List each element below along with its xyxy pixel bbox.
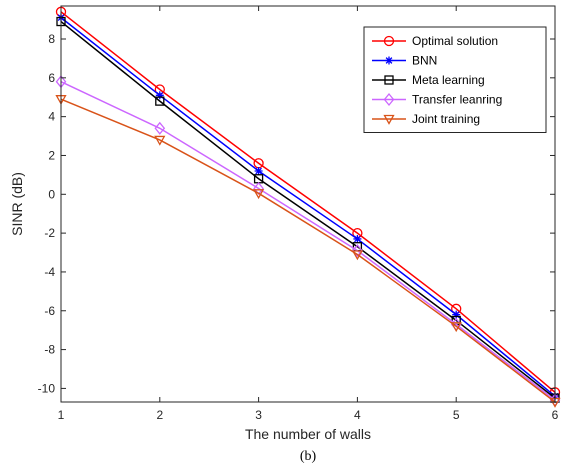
figure-caption: (b) bbox=[300, 449, 317, 464]
y-axis-title: SINR (dB) bbox=[9, 172, 25, 236]
legend-marker-3 bbox=[383, 92, 395, 107]
series-4-point-2 bbox=[252, 189, 265, 200]
series-line-3 bbox=[60, 81, 556, 401]
series-line-2 bbox=[60, 20, 556, 399]
series-1-point-4 bbox=[452, 310, 461, 319]
x-tick-label-2: 3 bbox=[255, 408, 262, 422]
legend-label-3: Transfer leanring bbox=[412, 93, 502, 107]
legend: Optimal solution BNN Meta learning Transfer… bbox=[363, 26, 547, 133]
y-tick-label-8: 6 bbox=[48, 71, 55, 85]
series-1-point-3 bbox=[353, 234, 362, 243]
legend-label-1: BNN bbox=[412, 54, 437, 68]
y-tick-label-6: 2 bbox=[48, 148, 55, 162]
x-axis-title: The number of walls bbox=[245, 426, 371, 442]
legend-marker-2 bbox=[384, 75, 394, 85]
y-tick-label-4: -2 bbox=[44, 226, 55, 240]
legend-label-2: Meta learning bbox=[412, 73, 485, 87]
legend-marker-4 bbox=[383, 114, 395, 125]
y-tick-label-5: 0 bbox=[48, 187, 55, 201]
series-1-point-1 bbox=[155, 91, 164, 100]
y-tick-label-0: -10 bbox=[38, 381, 56, 395]
series-line-1 bbox=[60, 17, 556, 397]
y-tick-label-9: 8 bbox=[48, 32, 55, 46]
x-tick-label-1: 2 bbox=[156, 408, 163, 422]
legend-label-0: Optimal solution bbox=[412, 34, 498, 48]
y-tick-label-3: -4 bbox=[44, 265, 55, 279]
legend-label-4: Joint training bbox=[412, 112, 480, 126]
y-tick-label-1: -8 bbox=[44, 343, 55, 357]
series-3-point-3 bbox=[352, 244, 363, 258]
series-2-point-1 bbox=[155, 96, 165, 106]
series-1-point-2 bbox=[254, 167, 263, 175]
series-4-point-1 bbox=[154, 135, 166, 146]
x-tick-label-5: 6 bbox=[552, 408, 559, 422]
series-4-point-4 bbox=[450, 322, 462, 333]
series-4 bbox=[55, 95, 561, 408]
legend-marker-0 bbox=[383, 35, 395, 47]
axes-box bbox=[60, 5, 556, 403]
y-tick-label-7: 4 bbox=[48, 110, 55, 124]
y-tick-label-2: -6 bbox=[44, 304, 55, 318]
legend-marker-1 bbox=[385, 56, 393, 65]
series-line-0 bbox=[60, 11, 556, 393]
series-line-4 bbox=[60, 98, 556, 403]
x-tick-label-0: 1 bbox=[58, 408, 65, 422]
series-4-point-3 bbox=[351, 250, 364, 261]
series-3-point-1 bbox=[154, 121, 166, 135]
x-tick-label-4: 5 bbox=[453, 408, 460, 422]
x-tick-label-3: 4 bbox=[354, 408, 361, 422]
